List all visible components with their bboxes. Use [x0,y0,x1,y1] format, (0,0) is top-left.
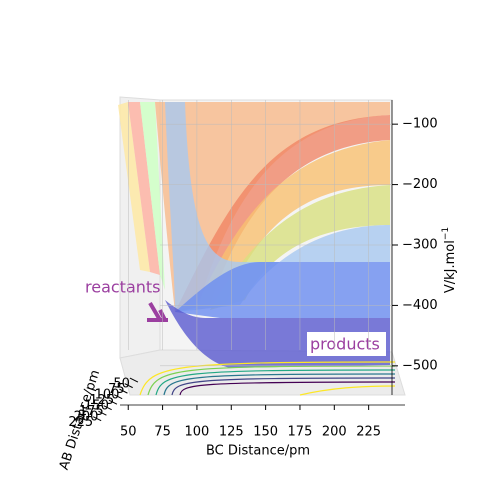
y-tick [108,399,118,405]
x-tick-label: 125 [219,425,244,440]
x-tick-label: 150 [253,425,278,440]
y-tick-label: 125 [89,393,114,408]
y-tick-label: 75 [108,382,125,397]
y-tick [92,416,102,422]
x-tick-label: 175 [288,425,313,440]
y-tick-label: 200 [74,410,99,425]
x-tick-label: 200 [322,425,347,440]
z-axis-label: V/kJ.mol−1 [441,227,458,293]
y-tick [124,383,133,389]
y-tick-label: 150 [84,399,109,414]
z-tick-label: −400 [402,298,438,313]
annotation-box [307,332,386,356]
surface-band [128,102,160,275]
z-tick-label: −300 [402,238,438,253]
surface-band [175,262,390,318]
y-tick-label: 175 [79,404,104,419]
y-tick-label: 100 [95,388,120,403]
x-tick-label: 225 [356,425,381,440]
z-tick-label: −200 [402,177,438,192]
surface-band [140,102,165,290]
z-tick-label: −500 [402,358,438,373]
x-tick-label: 100 [185,425,210,440]
y-tick [129,377,139,383]
x-tick-label: 50 [120,425,137,440]
surface-band [118,102,150,272]
x-tick-label: 75 [154,425,171,440]
surface-band [165,102,390,312]
y-tick [113,394,123,400]
annotation: reactants [85,278,161,297]
x-axis-label: BC Distance/pm [206,444,310,459]
z-tick-label: −100 [402,117,438,132]
y-tick [103,405,112,411]
contour [139,361,396,396]
annotation: products [310,335,380,354]
y-tick-label: 225 [68,415,93,430]
y-tick [98,410,107,416]
y-tick-label: 50 [113,377,130,392]
surface-band [195,140,390,310]
y-tick [119,388,128,394]
